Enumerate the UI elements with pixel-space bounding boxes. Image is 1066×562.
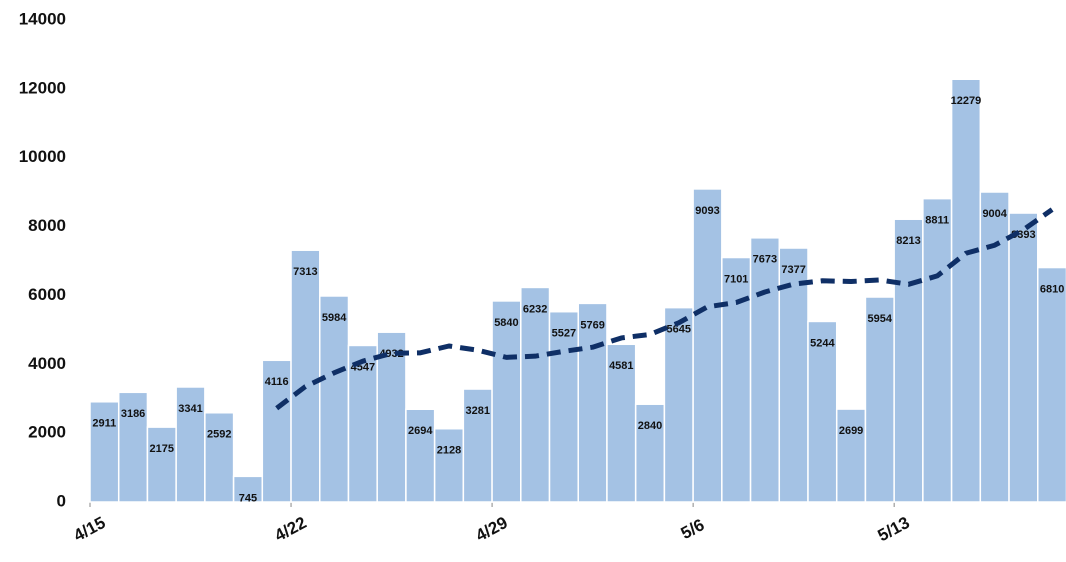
data-label: 7377 <box>781 264 805 276</box>
y-tick-label: 2000 <box>28 423 66 442</box>
bar <box>663 306 694 503</box>
data-label: 3281 <box>465 405 489 417</box>
data-label: 2699 <box>839 425 863 437</box>
bar <box>922 197 953 503</box>
data-label: 5840 <box>494 317 518 329</box>
x-tick-label: 4/29 <box>473 513 511 545</box>
bar <box>433 427 465 503</box>
data-label: 5244 <box>810 337 835 349</box>
bar <box>721 256 752 503</box>
data-label: 2592 <box>207 429 231 441</box>
data-label: 5645 <box>667 324 691 336</box>
data-label: 7673 <box>753 254 777 266</box>
x-tick-label: 4/15 <box>70 513 108 545</box>
x-tick-label: 5/6 <box>678 515 708 543</box>
data-label: 6810 <box>1040 283 1064 295</box>
bar <box>749 237 781 503</box>
data-label: 2911 <box>92 418 116 430</box>
data-label: 5984 <box>322 312 347 324</box>
data-label: 3341 <box>178 403 202 415</box>
bar <box>376 331 407 503</box>
bar <box>864 296 895 503</box>
bar <box>146 426 177 503</box>
bar <box>577 302 608 503</box>
bar <box>548 310 579 503</box>
bar <box>979 191 1010 503</box>
x-tick-label: 4/22 <box>271 513 309 545</box>
y-tick-label: 6000 <box>28 285 66 304</box>
data-label: 9093 <box>695 205 719 217</box>
data-label: 4581 <box>609 360 633 372</box>
y-tick-label: 4000 <box>28 354 66 373</box>
data-label: 8213 <box>896 235 920 247</box>
bar <box>491 300 522 503</box>
data-label: 8811 <box>925 215 949 227</box>
data-label: 9004 <box>982 208 1007 220</box>
y-tick-label: 10000 <box>19 147 66 166</box>
data-label: 2840 <box>638 420 662 432</box>
bar <box>290 249 321 503</box>
bar <box>319 295 350 503</box>
data-label: 2694 <box>408 425 433 437</box>
y-tick-label: 0 <box>57 491 66 510</box>
data-label: 7101 <box>724 273 748 285</box>
bar <box>950 78 982 503</box>
bar <box>232 475 264 503</box>
y-tick-label: 8000 <box>28 216 66 235</box>
bar <box>261 359 292 503</box>
data-label: 5954 <box>868 313 893 325</box>
bar <box>1037 266 1066 503</box>
bar <box>347 344 378 503</box>
bar <box>692 188 723 503</box>
bar <box>405 408 436 503</box>
data-label: 12279 <box>951 95 982 107</box>
data-label: 6232 <box>523 303 547 315</box>
trend-line <box>275 207 1054 411</box>
bar <box>634 403 666 503</box>
data-label: 2175 <box>150 443 174 455</box>
bar <box>835 408 867 503</box>
data-label: 4116 <box>265 376 289 388</box>
data-label: 5769 <box>580 319 604 331</box>
bar <box>893 218 924 503</box>
x-tick-label: 5/13 <box>875 513 913 545</box>
data-label: 745 <box>239 492 257 504</box>
bar <box>807 320 838 503</box>
y-tick-label: 12000 <box>19 78 66 97</box>
data-label: 3186 <box>121 408 145 420</box>
y-tick-label: 14000 <box>19 9 66 28</box>
data-label: 2128 <box>437 445 461 457</box>
bar <box>204 412 235 503</box>
bar <box>462 388 493 503</box>
bar <box>1008 212 1039 503</box>
bar <box>520 286 551 503</box>
data-label: 7313 <box>293 266 317 278</box>
data-label: 5527 <box>552 328 576 340</box>
bar <box>89 401 120 503</box>
